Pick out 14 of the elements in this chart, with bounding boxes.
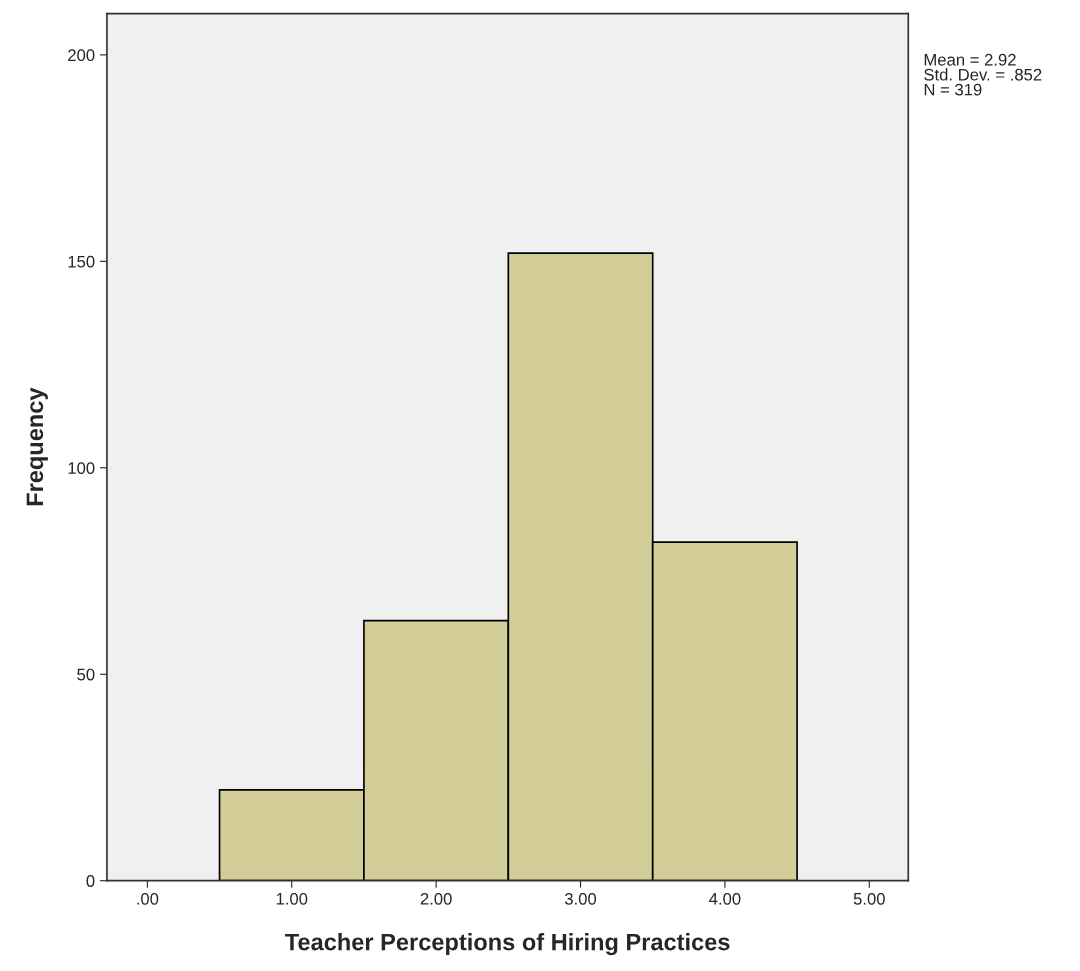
x-tick-label: 1.00 — [276, 892, 308, 905]
x-axis-title: Teacher Perceptions of Hiring Practices — [285, 933, 730, 956]
x-tick-label: 4.00 — [709, 892, 741, 905]
y-tick-label: 150 — [68, 255, 95, 268]
x-tick-label: 2.00 — [420, 892, 452, 905]
y-tick-label: 200 — [68, 49, 95, 62]
y-tick-label: 0 — [86, 875, 95, 887]
x-tick-label: 5.00 — [853, 892, 885, 905]
y-axis-title: Frequency — [26, 387, 48, 506]
y-tick-label: 50 — [77, 668, 95, 681]
text: Mean = 2.92 Std. Dev. = .852 N = 319 — [924, 53, 1042, 96]
y-tick-label: 100 — [68, 462, 95, 474]
x-tick-label: .00 — [137, 892, 159, 905]
x-tick-label: 3.00 — [564, 892, 597, 905]
